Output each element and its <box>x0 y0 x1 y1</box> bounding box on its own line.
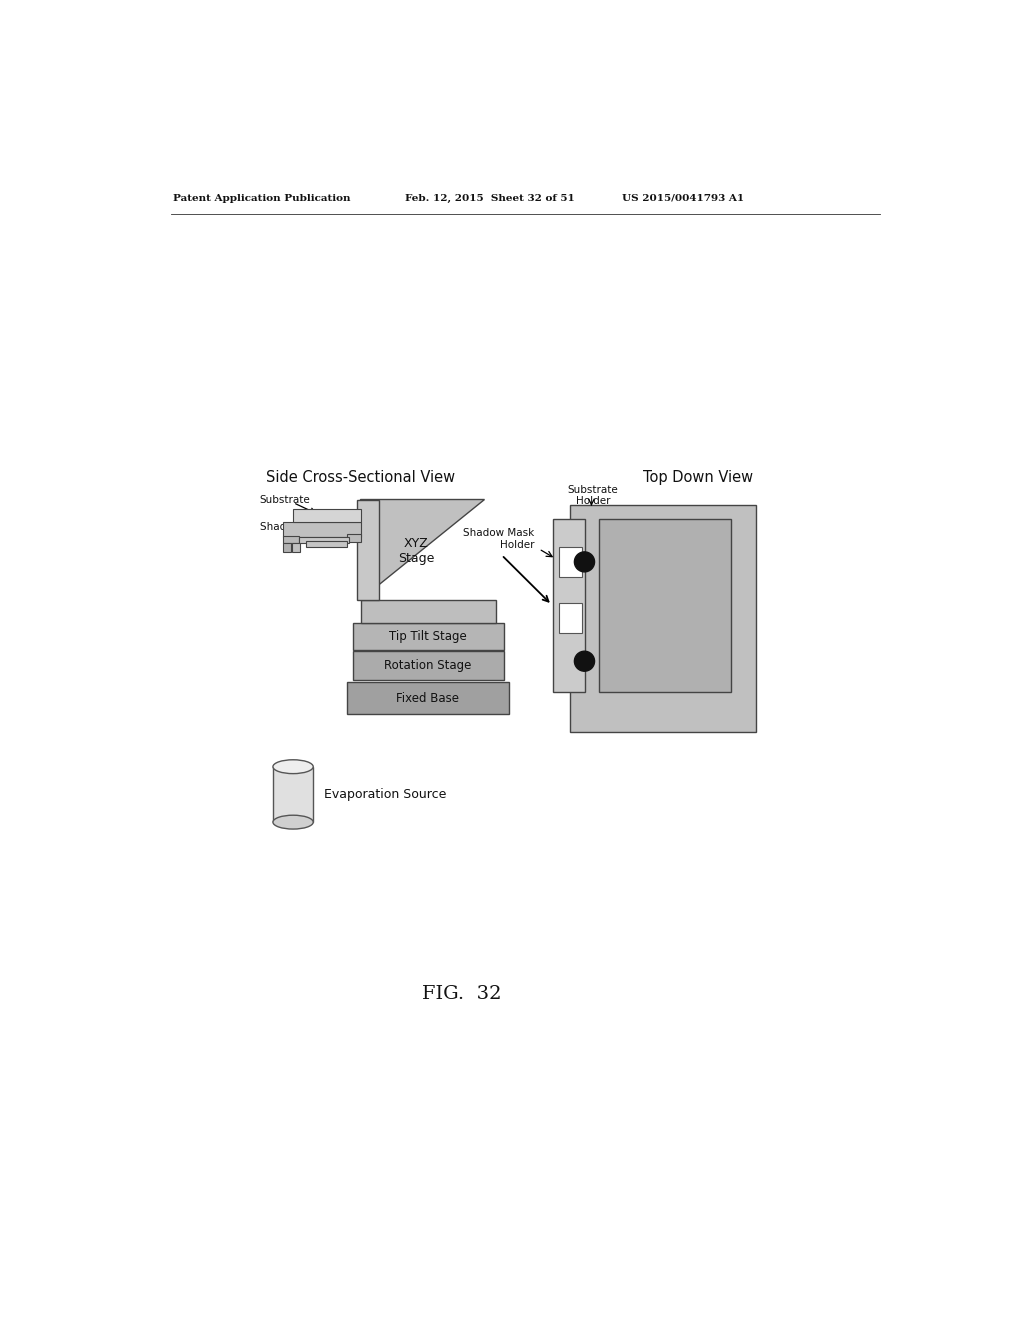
Bar <box>352 623 504 651</box>
Bar <box>283 536 299 543</box>
Bar <box>559 603 583 632</box>
Bar <box>293 508 360 521</box>
Bar <box>360 599 496 623</box>
Bar <box>283 543 291 552</box>
Bar <box>559 548 583 577</box>
Ellipse shape <box>273 816 313 829</box>
Text: Feb. 12, 2015  Sheet 32 of 51: Feb. 12, 2015 Sheet 32 of 51 <box>406 194 575 203</box>
Bar <box>306 541 346 548</box>
Text: Top Down View: Top Down View <box>643 470 753 486</box>
Bar <box>352 651 504 681</box>
Bar <box>553 519 586 692</box>
Text: Substrate: Substrate <box>260 495 310 504</box>
Text: Shadow Mask
Holder: Shadow Mask Holder <box>463 528 535 549</box>
Bar <box>599 519 731 692</box>
Polygon shape <box>360 499 484 599</box>
Bar <box>347 535 360 543</box>
Bar <box>292 543 300 552</box>
Bar <box>299 537 349 543</box>
Bar <box>283 521 360 537</box>
Bar <box>569 506 756 733</box>
Text: Patent Application Publication: Patent Application Publication <box>173 194 350 203</box>
Bar <box>346 682 509 714</box>
Circle shape <box>574 651 595 671</box>
Text: Rotation Stage: Rotation Stage <box>384 659 472 672</box>
Text: Evaporation Source: Evaporation Source <box>324 788 446 801</box>
Circle shape <box>574 552 595 572</box>
Ellipse shape <box>273 760 313 774</box>
Bar <box>357 499 379 599</box>
Text: XYZ
Stage: XYZ Stage <box>398 537 434 565</box>
Text: Shadow Mask: Shadow Mask <box>260 523 331 532</box>
Text: FIG.  32: FIG. 32 <box>422 985 501 1003</box>
Text: Side Cross-Sectional View: Side Cross-Sectional View <box>266 470 455 486</box>
Text: Fixed Base: Fixed Base <box>396 692 460 705</box>
Text: Tip Tilt Stage: Tip Tilt Stage <box>389 630 467 643</box>
Text: US 2015/0041793 A1: US 2015/0041793 A1 <box>623 194 744 203</box>
Bar <box>273 767 313 822</box>
Text: Substrate
Holder: Substrate Holder <box>567 484 618 507</box>
